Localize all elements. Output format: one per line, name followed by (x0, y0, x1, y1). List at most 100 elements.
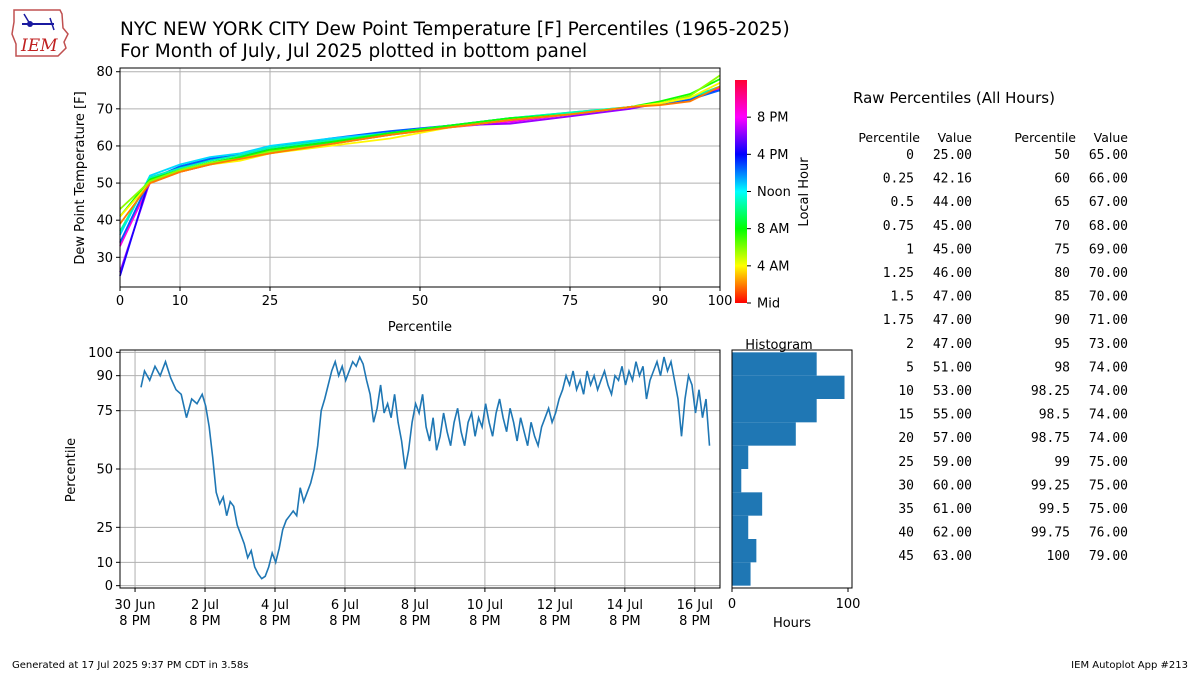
top-y-tick-label: 70 (96, 102, 113, 117)
histogram-bar (732, 352, 817, 376)
raw-percentile-cell: 0 (906, 148, 914, 163)
raw-percentile-cell: 100 (1047, 549, 1070, 564)
bottom-x-tick-label: 14 Jul 8 PM (607, 598, 643, 629)
raw-header-cell: Percentile (858, 130, 920, 145)
histogram-bar (732, 422, 796, 446)
raw-percentile-cell: 99.25 (1031, 478, 1070, 493)
raw-percentiles-table: Raw Percentiles (All Hours) Percentile Va… (853, 89, 1128, 564)
raw-header-cell: Percentile (1014, 130, 1076, 145)
histogram-frame (731, 349, 853, 589)
bottom-x-tick-label: 12 Jul 8 PM (537, 598, 573, 629)
raw-value-cell: 74.00 (1089, 408, 1128, 423)
iem-logo: IEM (11, 9, 69, 57)
colorbar-tick-label: 8 AM (757, 222, 790, 237)
raw-percentile-cell: 15 (898, 408, 914, 423)
raw-percentile-cell: 0.5 (891, 195, 914, 210)
raw-value-cell: 47.00 (933, 313, 972, 328)
bottom-y-tick-label: 10 (96, 556, 113, 571)
raw-percentile-cell: 0.75 (883, 219, 914, 234)
histogram-bar (732, 515, 749, 539)
histogram-bar (732, 562, 751, 586)
top-x-tick-label: 25 (262, 294, 279, 309)
raw-value-cell: 61.00 (933, 502, 972, 517)
histogram-bars (732, 352, 845, 586)
top-x-tick-label: 90 (652, 294, 669, 309)
raw-value-cell: 57.00 (933, 431, 972, 446)
raw-percentiles-rows: Percentile Value Percentile Value 0 25.00 0.25… (858, 130, 1128, 564)
raw-percentiles-title: Raw Percentiles (All Hours) (853, 89, 1055, 107)
bottom-y-tick-label: 100 (88, 346, 113, 361)
histogram-bar (732, 539, 757, 563)
histogram-bar (732, 492, 763, 516)
raw-value-cell: 74.00 (1089, 431, 1128, 446)
top-y-tick-label: 50 (96, 177, 113, 192)
raw-percentile-cell: 99.5 (1039, 502, 1070, 517)
bottom-y-tick-label: 25 (96, 521, 113, 536)
raw-value-cell: 59.00 (933, 455, 972, 470)
raw-header-cell: Value (938, 130, 973, 145)
raw-percentile-cell: 98.25 (1031, 384, 1070, 399)
histogram-panel: 0 100 Histogram Hours (728, 338, 861, 631)
raw-value-cell: 74.00 (1089, 384, 1128, 399)
raw-header-cell: Value (1094, 130, 1129, 145)
colorbar-ticks: Mid 4 AM 8 AM Noon 4 PM 8 PM (747, 111, 791, 312)
bottom-y-tick-label: 50 (96, 463, 113, 478)
histogram-x-tick-label: 100 (836, 597, 861, 612)
footer-generated: Generated at 17 Jul 2025 9:37 PM CDT in … (12, 660, 248, 671)
raw-percentile-cell: 0.25 (883, 172, 914, 187)
top-x-ticks: 0 10 25 50 75 90 100 (116, 287, 732, 309)
raw-value-cell: 62.00 (933, 526, 972, 541)
raw-value-cell: 51.00 (933, 360, 972, 375)
raw-percentile-cell: 85 (1054, 290, 1070, 305)
raw-value-cell: 68.00 (1089, 219, 1128, 234)
bottom-x-tick-label: 2 Jul 8 PM (189, 598, 220, 629)
raw-value-cell: 73.00 (1089, 337, 1128, 352)
raw-value-cell: 71.00 (1089, 313, 1128, 328)
raw-value-cell: 44.00 (933, 195, 972, 210)
raw-percentile-cell: 20 (898, 431, 914, 446)
histogram-x-ticks: 0 100 (728, 588, 861, 612)
raw-percentile-cell: 60 (1054, 172, 1070, 187)
raw-value-cell: 70.00 (1089, 290, 1128, 305)
top-y-tick-label: 60 (96, 139, 113, 154)
bottom-x-tick-label: 10 Jul 8 PM (467, 598, 503, 629)
raw-value-cell: 69.00 (1089, 242, 1128, 257)
histogram-bar (732, 399, 817, 423)
raw-percentile-cell: 1.5 (891, 290, 914, 305)
raw-percentile-cell: 80 (1054, 266, 1070, 281)
raw-value-cell: 76.00 (1089, 526, 1128, 541)
raw-percentile-cell: 5 (906, 360, 914, 375)
raw-percentile-cell: 90 (1054, 313, 1070, 328)
colorbar-label: Local Hour (797, 157, 812, 227)
raw-value-cell: 42.16 (933, 172, 972, 187)
raw-percentile-cell: 2 (906, 337, 914, 352)
top-x-tick-label: 0 (116, 294, 124, 309)
raw-value-cell: 70.00 (1089, 266, 1128, 281)
raw-percentile-cell: 1.25 (883, 266, 914, 281)
top-grid (119, 68, 721, 287)
raw-percentile-cell: 99 (1054, 455, 1070, 470)
bottom-y-tick-label: 0 (105, 579, 113, 594)
top-y-tick-label: 30 (96, 251, 113, 266)
colorbar-gradient (735, 80, 747, 303)
top-y-ticks: 30 40 50 60 70 80 (96, 65, 120, 266)
bottom-grid (120, 350, 720, 588)
chart-title-line2: For Month of July, Jul 2025 plotted in b… (120, 41, 587, 62)
raw-value-cell: 55.00 (933, 408, 972, 423)
colorbar-tick-label: Noon (757, 185, 791, 200)
logo-text: IEM (20, 36, 58, 56)
chart-title-line1: NYC NEW YORK CITY Dew Point Temperature … (120, 19, 790, 40)
raw-value-cell: 63.00 (933, 549, 972, 564)
raw-value-cell: 47.00 (933, 290, 972, 305)
raw-value-cell: 65.00 (1089, 148, 1128, 163)
bottom-y-axis-label: Percentile (64, 438, 79, 502)
top-x-tick-label: 50 (412, 294, 429, 309)
raw-percentile-cell: 98.75 (1031, 431, 1070, 446)
bottom-x-tick-label: 30 Jun 8 PM (115, 598, 156, 629)
colorbar-tick-label: Mid (757, 297, 780, 312)
raw-value-cell: 74.00 (1089, 360, 1128, 375)
raw-percentile-cell: 10 (898, 384, 914, 399)
raw-value-cell: 53.00 (933, 384, 972, 399)
footer-app: IEM Autoplot App #213 (1071, 660, 1188, 671)
